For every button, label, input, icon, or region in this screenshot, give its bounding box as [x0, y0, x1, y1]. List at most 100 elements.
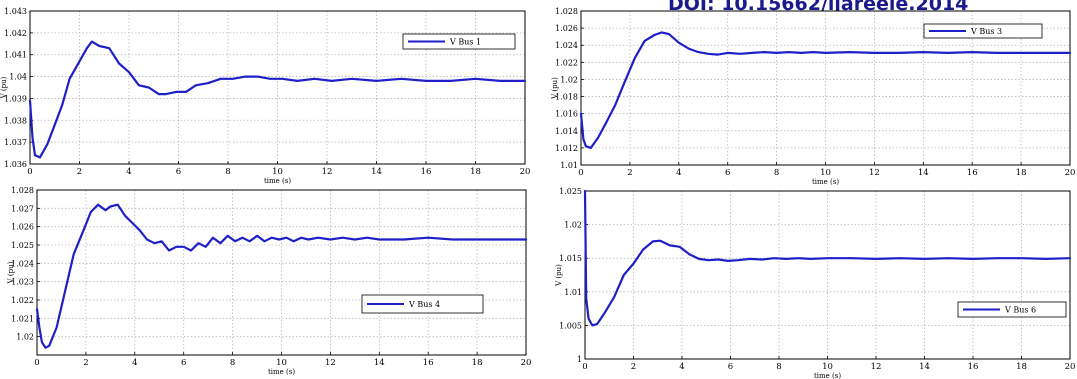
y-axis-label: V (pu)	[555, 264, 563, 287]
chart-panel-3: 0 2 4 6 8 10 12 14 16 18 20 1.02 1.021 1.022 1.023 1.02…	[7, 186, 531, 376]
x-tick-label: 14	[919, 362, 930, 372]
x-tick-label: 16	[421, 167, 432, 177]
y-tick-label: 1.042	[4, 29, 27, 38]
x-tick-label: 18	[472, 358, 483, 368]
x-tick-label: 16	[967, 168, 978, 178]
x-tick-label: 6	[181, 358, 186, 368]
x-tick-label: 16	[423, 358, 434, 368]
y-axis-label: V (pu)	[7, 261, 15, 284]
series-line-1	[583, 189, 1072, 327]
y-tick-label: 1.012	[555, 144, 578, 153]
legend: V Bus 6	[957, 301, 1067, 318]
x-tick-label: 10	[822, 362, 833, 372]
legend: V Bus 4	[361, 294, 484, 314]
x-tick-label: 20	[1065, 362, 1076, 372]
x-tick-label: 14	[918, 168, 929, 178]
x-tick-label: 12	[871, 362, 882, 372]
y-tick-label: 1.022	[11, 296, 34, 305]
x-tick-label: 12	[322, 167, 333, 177]
y-tick-label: 1.01	[564, 288, 582, 297]
x-tick-label: 0	[34, 358, 39, 368]
chart-panel-4: 0 2 4 6 8 10 12 14 16 18 20 1 1.005 1.01 1.015 1.02 1.02…	[555, 187, 1075, 379]
x-tick-label: 12	[325, 358, 336, 368]
x-axis-label: time (s)	[812, 178, 839, 186]
legend: V Bus 3	[923, 23, 1043, 39]
y-tick-label: 1.038	[4, 116, 27, 125]
legend-label: V Bus 3	[970, 27, 1002, 36]
y-tick-label: 1.016	[555, 110, 578, 119]
y-tick-label: 1.027	[11, 204, 34, 213]
y-tick-label: 1.024	[11, 259, 34, 268]
x-tick-label: 18	[470, 167, 481, 177]
legend-box	[402, 33, 516, 50]
x-tick-label: 2	[627, 168, 632, 178]
chart-panel-2: 0 2 4 6 8 10 12 14 16 18 20 1.01 1.012 1.014 1.016 1.01…	[551, 7, 1075, 186]
x-tick-label: 6	[728, 362, 733, 372]
x-tick-label: 6	[725, 168, 730, 178]
y-tick-label: 1.01	[560, 161, 578, 170]
x-tick-label: 14	[371, 167, 382, 177]
y-tick-label: 1.024	[555, 41, 578, 50]
y-tick-label: 1.028	[555, 7, 578, 16]
x-tick-label: 16	[968, 362, 979, 372]
y-tick-label: 1.04	[9, 73, 27, 82]
x-tick-label: 20	[1065, 168, 1076, 178]
y-axis-label: V (pu)	[0, 76, 8, 99]
legend-label: V Bus 6	[1004, 306, 1036, 315]
y-tick-label: 1.026	[555, 24, 578, 33]
x-tick-label: 2	[77, 167, 82, 177]
y-tick-label: 1.022	[555, 58, 578, 67]
y-tick-label: 1.02	[560, 75, 578, 84]
series-line-1	[579, 31, 1072, 149]
x-tick-label: 2	[83, 358, 88, 368]
legend-label: V Bus 4	[408, 300, 440, 309]
x-tick-label: 14	[374, 358, 385, 368]
y-axis-label: V (pu)	[551, 77, 559, 100]
y-tick-label: 1.041	[4, 51, 27, 60]
y-tick-label: 1.036	[4, 160, 27, 169]
y-tick-label: 1.015	[559, 254, 582, 263]
x-tick-label: 2	[631, 362, 636, 372]
series-line-1	[35, 203, 528, 349]
x-tick-label: 0	[27, 167, 32, 177]
x-tick-label: 20	[520, 167, 531, 177]
x-tick-label: 10	[820, 168, 831, 178]
y-tick-label: 1.018	[555, 93, 578, 102]
x-tick-label: 0	[582, 362, 587, 372]
x-tick-label: 4	[132, 358, 137, 368]
y-tick-label: 1.043	[4, 7, 27, 16]
x-tick-label: 8	[776, 362, 781, 372]
y-tick-label: 1.014	[555, 127, 578, 136]
legend-box	[361, 294, 484, 314]
x-axis-label: time (s)	[264, 177, 291, 185]
y-tick-label: 1.039	[4, 94, 27, 103]
legend-box	[957, 301, 1067, 318]
x-tick-label: 18	[1016, 362, 1027, 372]
y-tick-label: 1.02	[16, 333, 34, 342]
x-tick-label: 18	[1016, 168, 1027, 178]
x-axis-label: time (s)	[814, 372, 841, 379]
chart-panel-1: 0 2 4 6 8 10 12 14 16 18 20 1.036 1.037 1.038 1.039 1.0…	[0, 7, 530, 185]
x-tick-label: 8	[225, 167, 230, 177]
x-tick-label: 10	[276, 358, 287, 368]
y-tick-label: 1.026	[11, 223, 34, 232]
x-tick-label: 12	[869, 168, 880, 178]
x-tick-label: 0	[578, 168, 583, 178]
y-tick-label: 1	[577, 355, 582, 364]
y-tick-label: 1.025	[559, 187, 582, 196]
x-tick-label: 6	[176, 167, 181, 177]
legend-label: V Bus 1	[449, 38, 481, 47]
x-axis-label: time (s)	[268, 368, 295, 376]
y-tick-label: 1.005	[559, 321, 582, 330]
series-line-1	[28, 40, 527, 159]
legend: V Bus 1	[402, 33, 516, 50]
x-tick-label: 4	[679, 362, 684, 372]
y-tick-label: 1.025	[11, 241, 34, 250]
y-tick-label: 1.037	[4, 138, 27, 147]
legend-box	[923, 23, 1043, 39]
x-tick-label: 8	[774, 168, 779, 178]
y-tick-label: 1.02	[564, 221, 582, 230]
x-tick-label: 4	[676, 168, 681, 178]
x-tick-label: 8	[230, 358, 235, 368]
